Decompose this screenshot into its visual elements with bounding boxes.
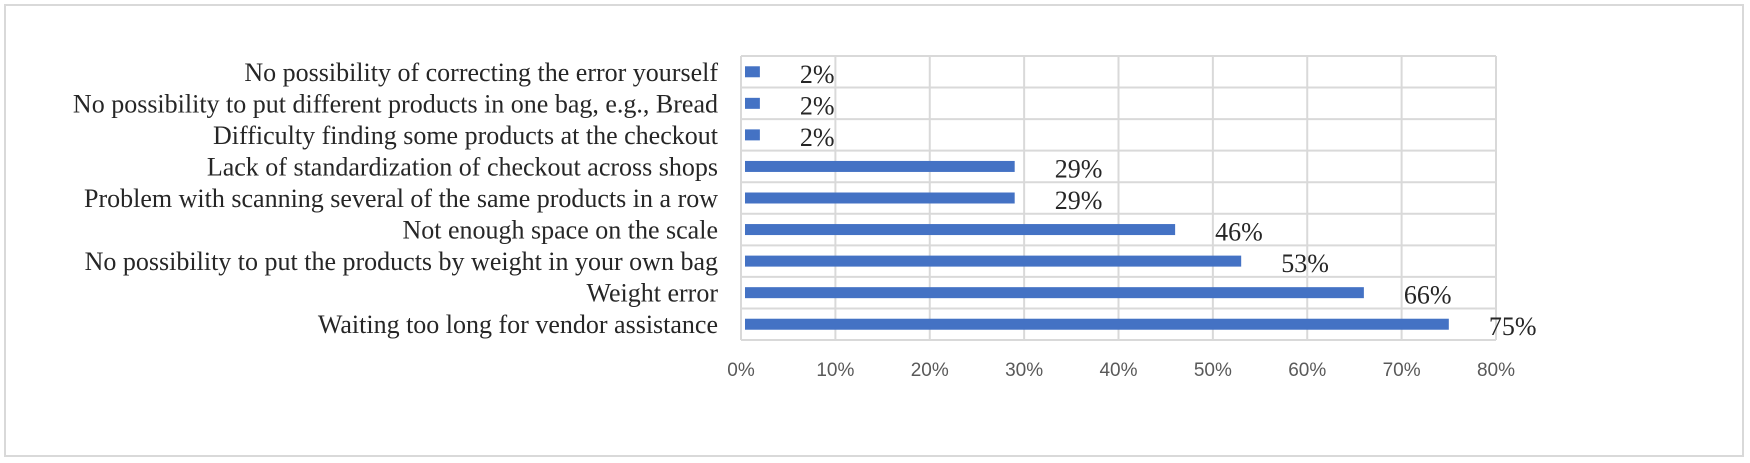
grid-layer [740, 55, 1497, 341]
data-label: 53% [1281, 249, 1329, 278]
data-label: 46% [1215, 218, 1263, 247]
category-label: Difficulty finding some products at the … [213, 121, 719, 150]
bar [745, 224, 1176, 236]
category-label: No possibility to put different products… [73, 89, 718, 118]
bar [745, 287, 1364, 299]
data-label: 2% [800, 91, 835, 120]
category-label: No possibility to put the products by we… [85, 247, 718, 276]
label-layer: 0% 10% 20% 30% 40% 50% 60% 70% 80% No possibility… [73, 58, 1537, 381]
data-label: 2% [800, 123, 835, 152]
bar [745, 129, 760, 141]
x-tick-label: 60% [1288, 360, 1326, 381]
x-tick-label: 20% [911, 360, 949, 381]
category-label: Waiting too long for vendor assistance [318, 310, 718, 339]
bar [745, 97, 760, 109]
category-label: No possibility of correcting the error y… [244, 58, 718, 87]
x-tick-label: 40% [1099, 360, 1137, 381]
x-tick-label: 0% [727, 360, 755, 381]
x-tick-label: 50% [1194, 360, 1232, 381]
bar [745, 255, 1242, 267]
bar [745, 192, 1015, 204]
category-label: Weight error [587, 279, 719, 308]
bar [745, 66, 760, 78]
x-tick-label: 70% [1383, 360, 1421, 381]
x-tick-label: 80% [1477, 360, 1515, 381]
x-tick-label: 10% [816, 360, 854, 381]
data-label: 66% [1404, 281, 1452, 310]
data-label: 29% [1055, 154, 1103, 183]
x-tick-label: 30% [1005, 360, 1043, 381]
data-label: 2% [800, 60, 835, 89]
bar-layer [745, 66, 1449, 330]
category-label: Not enough space on the scale [402, 216, 718, 245]
bar [745, 318, 1449, 330]
category-label: Lack of standardization of checkout acro… [207, 152, 718, 181]
data-label: 29% [1055, 186, 1103, 215]
data-label: 75% [1489, 312, 1537, 341]
bar [745, 160, 1015, 172]
category-label: Problem with scanning several of the sam… [84, 184, 718, 213]
